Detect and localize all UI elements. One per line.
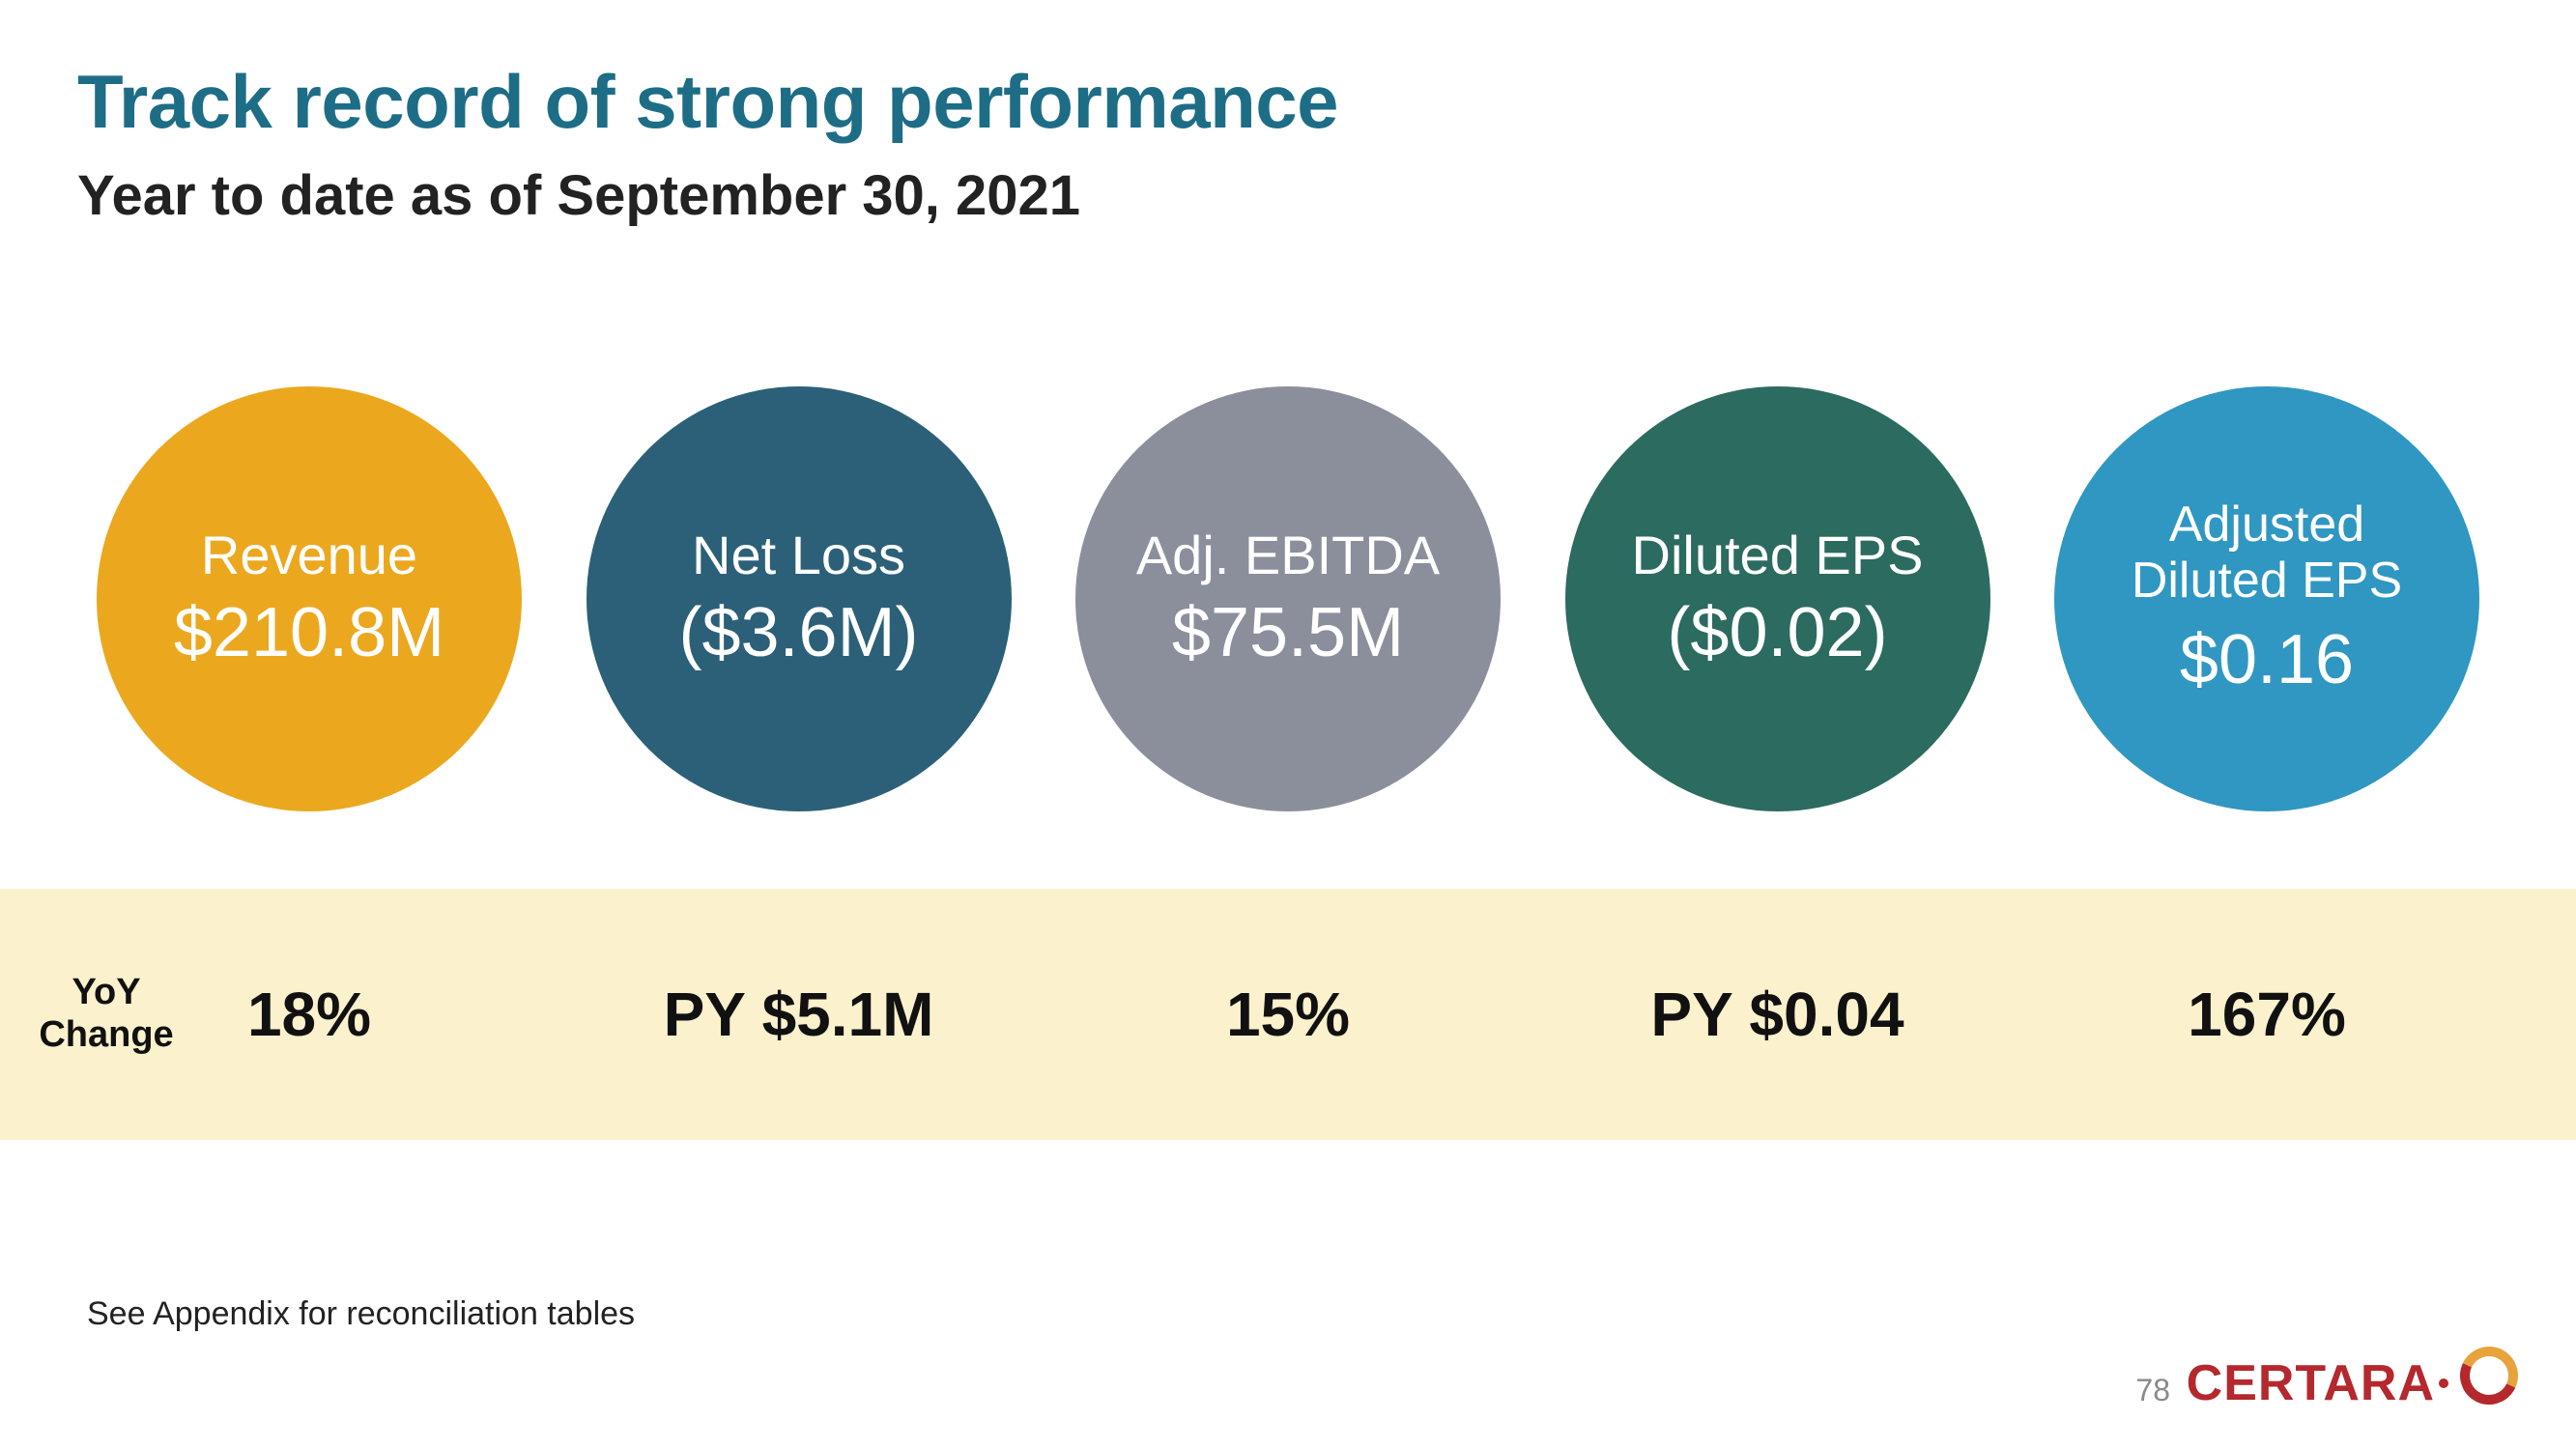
footnote: See Appendix for reconciliation tables	[87, 1295, 635, 1333]
metric-circle: AdjustedDiluted EPS $0.16	[2054, 386, 2479, 811]
yoy-value: PY $5.1M	[587, 979, 1012, 1050]
metric-label: Diluted EPS	[1632, 525, 1924, 586]
metric-circle: Revenue $210.8M	[97, 386, 522, 811]
yoy-value: 15%	[1075, 979, 1501, 1050]
metric-circle: Diluted EPS ($0.02)	[1565, 386, 1990, 811]
metric-label: Net Loss	[692, 525, 905, 586]
metric-value: ($0.02)	[1667, 593, 1887, 673]
logo-swirl-icon	[2460, 1347, 2518, 1405]
page-title: Track record of strong performance	[77, 58, 2499, 146]
logo-text: CERTARA	[2187, 1354, 2435, 1412]
metric-value: $0.16	[2180, 620, 2354, 700]
metric-label: Revenue	[201, 525, 417, 586]
yoy-value: 167%	[2054, 979, 2479, 1050]
yoy-value: 18%	[97, 979, 522, 1050]
page-number: 78	[2135, 1373, 2170, 1408]
yoy-values-row: 18% PY $5.1M 15% PY $0.04 167%	[97, 979, 2479, 1050]
metric-circle: Net Loss ($3.6M)	[587, 386, 1012, 811]
metric-label: Adj. EBITDA	[1136, 525, 1440, 586]
yoy-value: PY $0.04	[1565, 979, 1990, 1050]
logo-dot-icon	[2439, 1378, 2448, 1388]
metric-circle: Adj. EBITDA $75.5M	[1075, 386, 1501, 811]
metric-value: ($3.6M)	[678, 593, 918, 673]
metric-label: AdjustedDiluted EPS	[2132, 497, 2402, 608]
yoy-change-band: YoYChange 18%PY $5.1M15%PY $0.04167%	[0, 889, 2576, 1140]
slide: Track record of strong performance Year …	[0, 0, 2576, 1449]
metrics-row: Revenue $210.8M Net Loss ($3.6M) Adj. EBITDA…	[97, 386, 2479, 811]
certara-logo: CERTARA	[2187, 1347, 2518, 1420]
page-subtitle: Year to date as of September 30, 2021	[77, 163, 2499, 228]
metric-value: $75.5M	[1172, 593, 1404, 673]
metric-value: $210.8M	[174, 593, 444, 673]
